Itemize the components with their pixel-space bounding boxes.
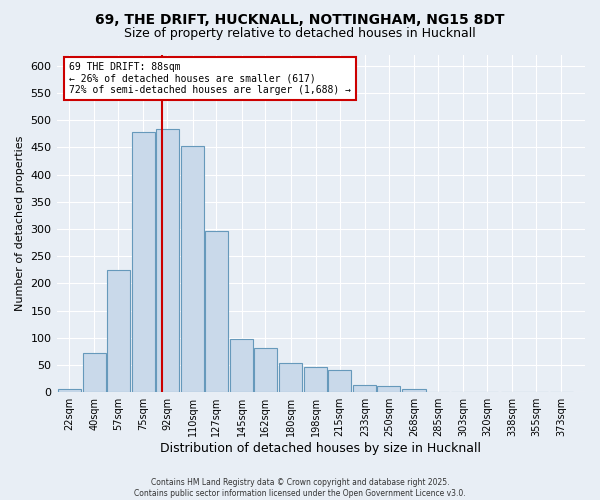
Bar [328, 370, 351, 392]
Bar [83, 352, 106, 392]
Text: 69 THE DRIFT: 88sqm
← 26% of detached houses are smaller (617)
72% of semi-detac: 69 THE DRIFT: 88sqm ← 26% of detached ho… [69, 62, 351, 94]
Text: 69, THE DRIFT, HUCKNALL, NOTTINGHAM, NG15 8DT: 69, THE DRIFT, HUCKNALL, NOTTINGHAM, NG1… [95, 12, 505, 26]
Bar [156, 129, 179, 392]
Bar [107, 270, 130, 392]
Bar [353, 385, 376, 392]
Bar [132, 132, 155, 392]
Bar [304, 367, 328, 392]
X-axis label: Distribution of detached houses by size in Hucknall: Distribution of detached houses by size … [160, 442, 481, 455]
Bar [230, 339, 253, 392]
Y-axis label: Number of detached properties: Number of detached properties [15, 136, 25, 312]
Bar [58, 390, 81, 392]
Text: Contains HM Land Registry data © Crown copyright and database right 2025.
Contai: Contains HM Land Registry data © Crown c… [134, 478, 466, 498]
Bar [279, 363, 302, 392]
Bar [254, 348, 277, 392]
Bar [403, 390, 425, 392]
Bar [205, 231, 228, 392]
Bar [181, 146, 204, 392]
Bar [377, 386, 400, 392]
Text: Size of property relative to detached houses in Hucknall: Size of property relative to detached ho… [124, 28, 476, 40]
